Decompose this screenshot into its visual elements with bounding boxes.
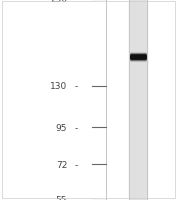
- Text: 130: 130: [50, 82, 67, 91]
- Text: 250: 250: [50, 0, 67, 4]
- Text: -: -: [74, 0, 78, 4]
- Text: -: -: [74, 82, 78, 91]
- Text: -: -: [74, 160, 78, 169]
- Text: -: -: [74, 123, 78, 132]
- Text: 55: 55: [56, 196, 67, 200]
- Text: 72: 72: [56, 160, 67, 169]
- Bar: [129, 0, 147, 200]
- Text: 95: 95: [56, 123, 67, 132]
- Text: -: -: [74, 196, 78, 200]
